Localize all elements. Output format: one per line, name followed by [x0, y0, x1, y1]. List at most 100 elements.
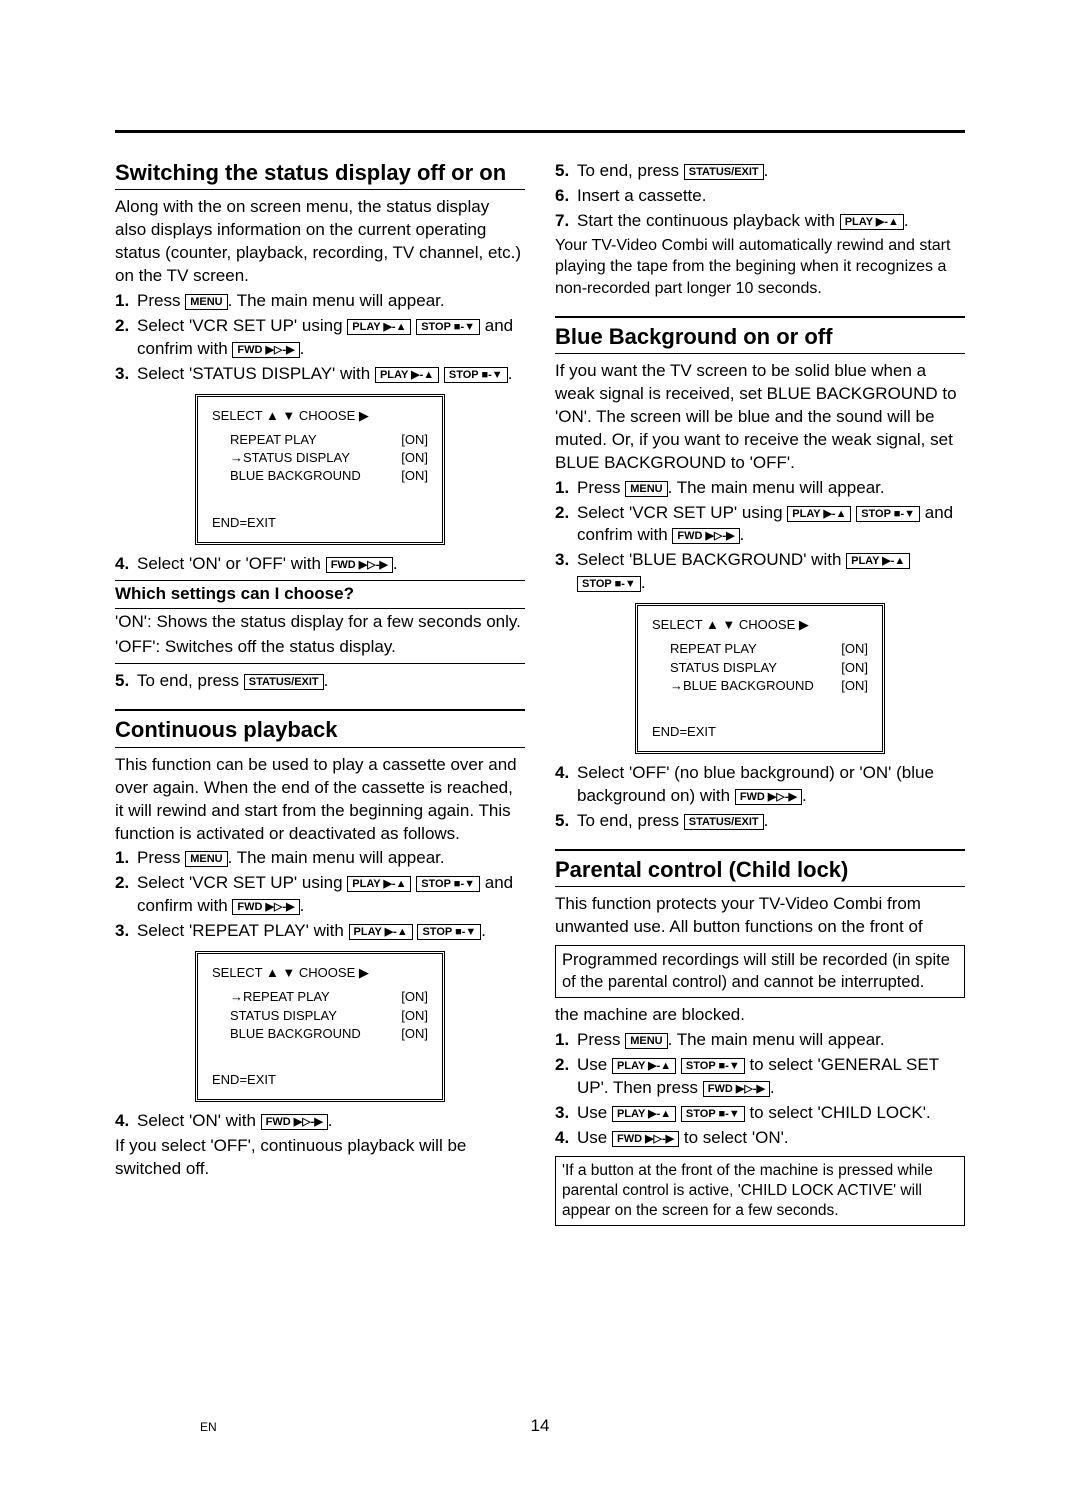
step: 2. Select 'VCR SET UP' using PLAY ▶-▲ ST… — [115, 872, 525, 918]
key-stop: STOP ■-▼ — [681, 1058, 745, 1074]
step: 1. Press MENU. The main menu will appear… — [555, 1029, 965, 1052]
step-body: Select 'VCR SET UP' using PLAY ▶-▲ STOP … — [137, 315, 525, 361]
step: 3. Use PLAY ▶-▲ STOP ■-▼ to select 'CHIL… — [555, 1102, 965, 1125]
key-menu: MENU — [625, 1033, 667, 1049]
osd-footer: END=EXIT — [212, 1071, 428, 1089]
osd-header: SELECT ▲ ▼ CHOOSE ▶ — [212, 407, 428, 425]
step-body: Select 'ON' or 'OFF' with FWD ▶▷-▶. — [137, 553, 525, 576]
step-num: 3. — [115, 363, 137, 386]
key-fwd: FWD ▶▷-▶ — [612, 1131, 679, 1147]
key-stop: STOP ■-▼ — [856, 506, 920, 522]
para: This function can be used to play a cass… — [115, 754, 525, 846]
step-num: 5. — [115, 670, 137, 693]
subheading: Which settings can I choose? — [115, 580, 525, 609]
step-body: To end, press STATUS/EXIT. — [137, 670, 525, 693]
step-num: 2. — [115, 872, 137, 918]
osd-screen: SELECT ▲ ▼ CHOOSE ▶ →REPEAT PLAY[ON] STA… — [195, 951, 445, 1102]
key-play: PLAY ▶-▲ — [846, 553, 910, 569]
step: 3. Select 'STATUS DISPLAY' with PLAY ▶-▲… — [115, 363, 525, 386]
step-num: 4. — [115, 1110, 137, 1133]
key-play: PLAY ▶-▲ — [840, 214, 904, 230]
step: 5. To end, press STATUS/EXIT. — [115, 670, 525, 693]
step: 2. Select 'VCR SET UP' using PLAY ▶-▲ ST… — [555, 502, 965, 548]
key-stop: STOP ■-▼ — [417, 924, 481, 940]
key-play: PLAY ▶-▲ — [349, 924, 413, 940]
step: 6. Insert a cassette. — [555, 185, 965, 208]
heading-status-display: Switching the status display off or on — [115, 160, 525, 190]
key-fwd: FWD ▶▷-▶ — [672, 528, 739, 544]
step: 2. Select 'VCR SET UP' using PLAY ▶-▲ ST… — [115, 315, 525, 361]
step-num: 3. — [115, 920, 137, 943]
step: 1. Press MENU. The main menu will appear… — [115, 847, 525, 870]
para: 'ON': Shows the status display for a few… — [115, 611, 525, 634]
heading-continuous: Continuous playback — [115, 709, 525, 747]
step-num: 3. — [555, 1102, 577, 1125]
step-num: 7. — [555, 210, 577, 233]
key-menu: MENU — [185, 851, 227, 867]
step-body: Select 'STATUS DISPLAY' with PLAY ▶-▲ ST… — [137, 363, 525, 386]
key-play: PLAY ▶-▲ — [612, 1058, 676, 1074]
key-fwd: FWD ▶▷-▶ — [326, 557, 393, 573]
osd-header: SELECT ▲ ▼ CHOOSE ▶ — [212, 964, 428, 982]
left-column: Switching the status display off or on A… — [115, 160, 525, 1232]
key-play: PLAY ▶-▲ — [347, 876, 411, 892]
key-statusexit: STATUS/EXIT — [684, 814, 764, 830]
key-play: PLAY ▶-▲ — [375, 367, 439, 383]
step-num: 1. — [115, 290, 137, 313]
key-stop: STOP ■-▼ — [681, 1106, 745, 1122]
note-box: Programmed recordings will still be reco… — [555, 945, 965, 998]
key-play: PLAY ▶-▲ — [787, 506, 851, 522]
step-num: 5. — [555, 160, 577, 183]
osd-header: SELECT ▲ ▼ CHOOSE ▶ — [652, 616, 868, 634]
step: 2. Use PLAY ▶-▲ STOP ■-▼ to select 'GENE… — [555, 1054, 965, 1100]
key-fwd: FWD ▶▷-▶ — [735, 789, 802, 805]
heading-parental: Parental control (Child lock) — [555, 849, 965, 887]
key-fwd: FWD ▶▷-▶ — [232, 342, 299, 358]
step-num: 3. — [555, 549, 577, 595]
step-num: 4. — [555, 1127, 577, 1150]
step: 5. To end, press STATUS/EXIT. — [555, 160, 965, 183]
osd-rows: REPEAT PLAY[ON] →STATUS DISPLAY[ON] BLUE… — [230, 431, 428, 486]
step-num: 2. — [555, 502, 577, 548]
step-num: 4. — [555, 762, 577, 808]
key-statusexit: STATUS/EXIT — [244, 674, 324, 690]
step-num: 5. — [555, 810, 577, 833]
osd-screen: SELECT ▲ ▼ CHOOSE ▶ REPEAT PLAY[ON] →STA… — [195, 394, 445, 545]
step-num: 1. — [555, 1029, 577, 1052]
key-fwd: FWD ▶▷-▶ — [703, 1081, 770, 1097]
step-body: Press MENU. The main menu will appear. — [137, 290, 525, 313]
step-num: 4. — [115, 553, 137, 576]
key-stop: STOP ■-▼ — [444, 367, 508, 383]
page-columns: Switching the status display off or on A… — [115, 160, 965, 1232]
step-num: 2. — [555, 1054, 577, 1100]
key-menu: MENU — [625, 481, 667, 497]
step: 4. Select 'ON' with FWD ▶▷-▶. — [115, 1110, 525, 1133]
key-stop: STOP ■-▼ — [416, 319, 480, 335]
step-num: 1. — [115, 847, 137, 870]
key-statusexit: STATUS/EXIT — [684, 164, 764, 180]
step-num: 1. — [555, 477, 577, 500]
key-stop: STOP ■-▼ — [577, 576, 641, 592]
osd-footer: END=EXIT — [212, 514, 428, 532]
page-number: 14 — [0, 1416, 1080, 1436]
step-num: 2. — [115, 315, 137, 361]
divider — [115, 660, 525, 664]
top-rule — [115, 130, 965, 133]
right-column: 5. To end, press STATUS/EXIT. 6. Insert … — [555, 160, 965, 1232]
para: If you want the TV screen to be solid bl… — [555, 360, 965, 475]
para: Your TV-Video Combi will automatically r… — [555, 235, 965, 300]
key-fwd: FWD ▶▷-▶ — [232, 899, 299, 915]
step-num: 6. — [555, 185, 577, 208]
para: If you select 'OFF', continuous playback… — [115, 1135, 525, 1181]
para: 'OFF': Switches off the status display. — [115, 636, 525, 659]
key-fwd: FWD ▶▷-▶ — [261, 1114, 328, 1130]
step: 4. Select 'ON' or 'OFF' with FWD ▶▷-▶. — [115, 553, 525, 576]
step: 4. Select 'OFF' (no blue background) or … — [555, 762, 965, 808]
key-play: PLAY ▶-▲ — [347, 319, 411, 335]
key-play: PLAY ▶-▲ — [612, 1106, 676, 1122]
step: 3. Select 'REPEAT PLAY' with PLAY ▶-▲ ST… — [115, 920, 525, 943]
para: This function protects your TV-Video Com… — [555, 893, 965, 939]
step: 1. Press MENU. The main menu will appear… — [115, 290, 525, 313]
step: 1. Press MENU. The main menu will appear… — [555, 477, 965, 500]
step: 7. Start the continuous playback with PL… — [555, 210, 965, 233]
